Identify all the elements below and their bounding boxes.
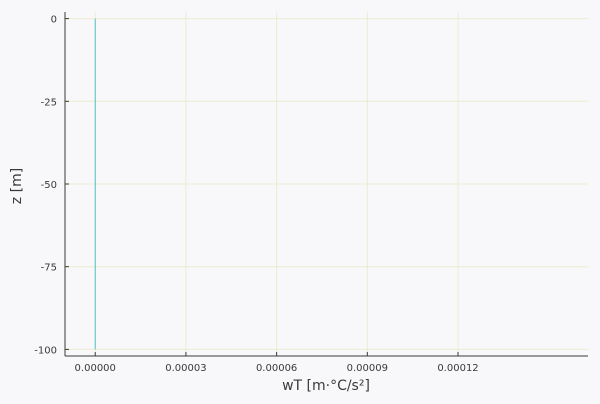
y-axis-label: z [m] [9,168,25,204]
y-tick-label-1: -25 [41,97,57,108]
x-tick-label-4: 0.00012 [437,363,478,374]
y-tick-label-0: 0 [51,15,57,26]
y-tick-label-3: -75 [41,263,57,274]
y-tick-label-2: -50 [41,180,57,191]
y-tick-label-4: -100 [34,345,57,356]
y-ticks: 0 -25 -50 -75 -100 [34,15,69,356]
x-ticks: 0.00000 0.00003 0.00006 0.00009 0.00012 [75,352,479,374]
grid [65,12,588,356]
x-tick-label-1: 0.00003 [165,363,206,374]
x-tick-label-2: 0.00006 [256,363,297,374]
x-tick-label-0: 0.00000 [75,363,116,374]
x-tick-label-3: 0.00009 [347,363,388,374]
x-axis-label: wT [m·°C/s²] [282,378,370,394]
